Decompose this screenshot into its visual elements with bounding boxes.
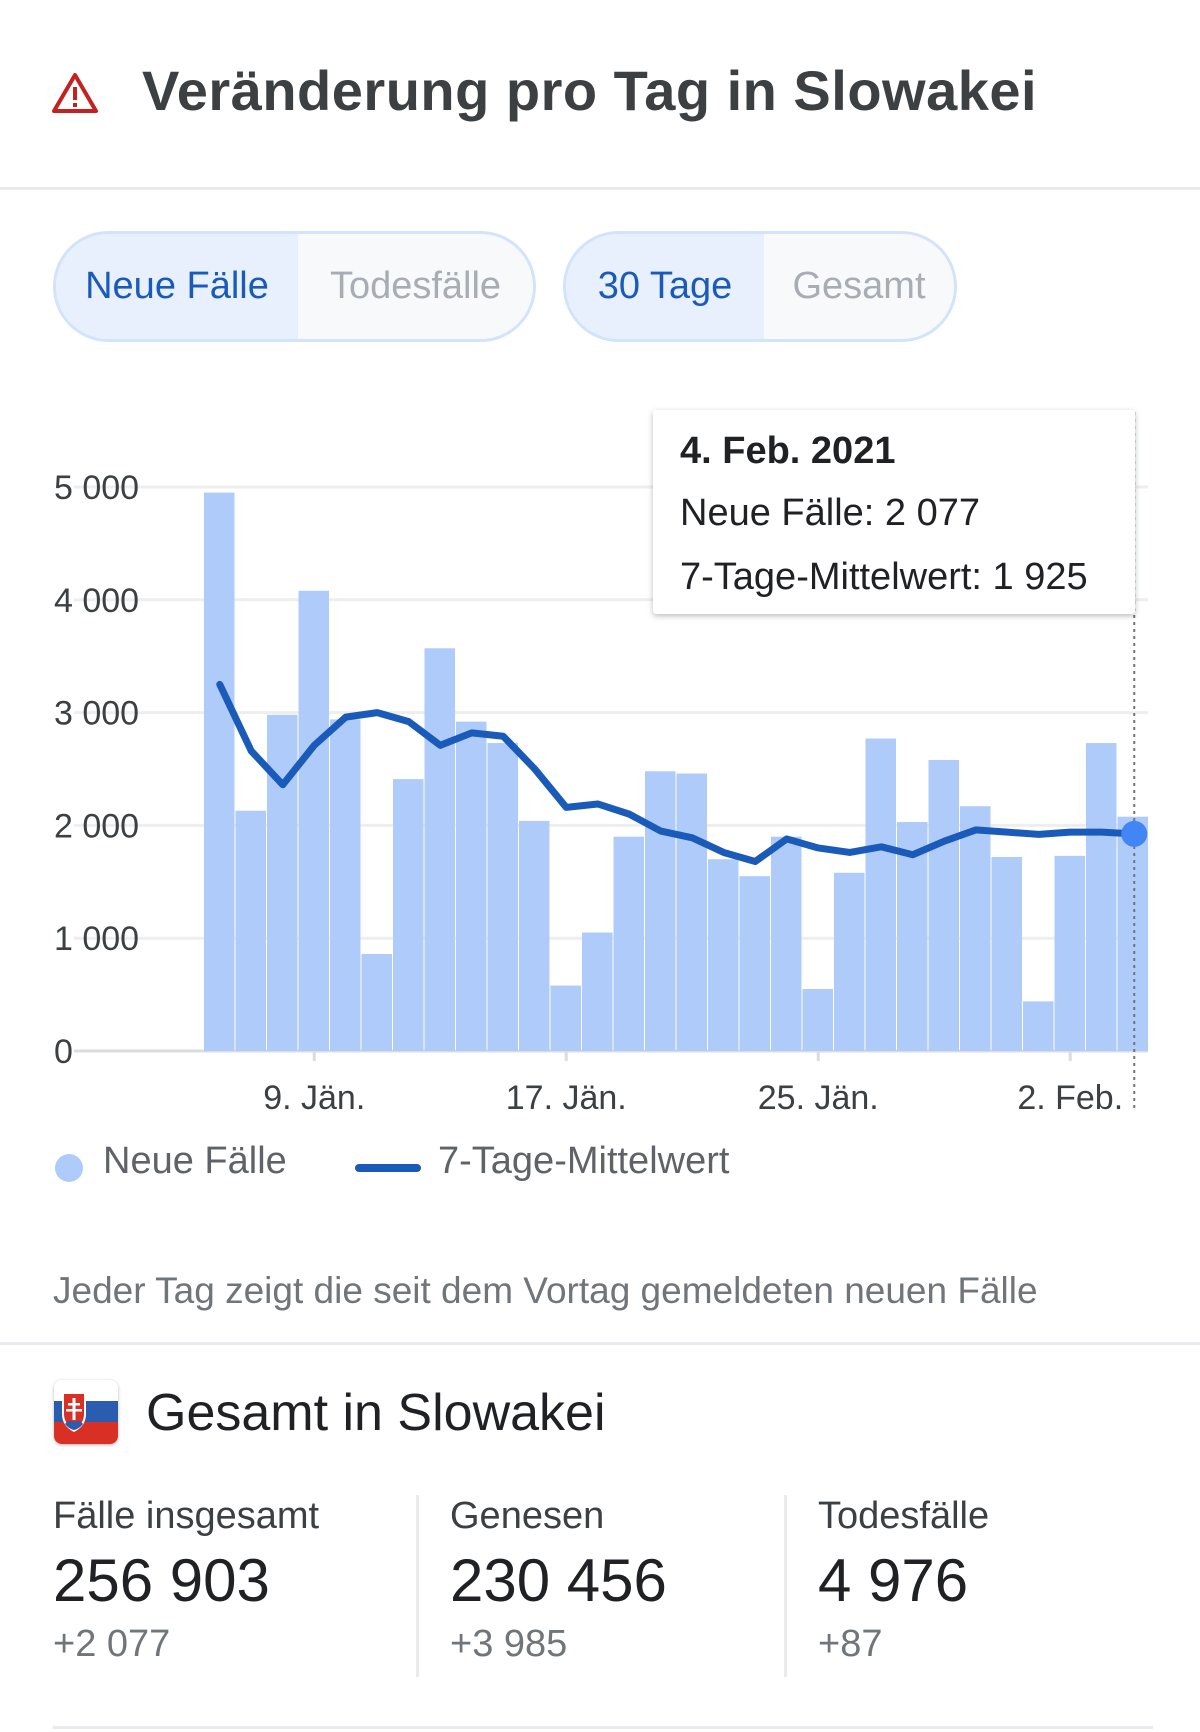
stat-delta: +2 077 (53, 1623, 171, 1665)
bottom-divider (53, 1726, 1153, 1729)
bar[interactable] (1086, 743, 1117, 1051)
stat-value: 4 976 (818, 1547, 969, 1614)
x-tick-label: 2. Feb. (1017, 1079, 1123, 1117)
range-toggle: 30 Tage Gesamt (563, 231, 957, 342)
legend-line-swatch (355, 1164, 421, 1172)
average-line-path (216, 680, 1137, 865)
stat-delta: +3 985 (450, 1623, 568, 1665)
bar[interactable] (928, 759, 960, 1051)
bar[interactable] (487, 743, 519, 1051)
stat-total-cases: Fälle insgesamt 256 903 +2 077 (53, 1495, 319, 1666)
stat-recovered: Genesen 230 456 +3 985 (450, 1495, 667, 1666)
daily-cases-chart[interactable]: 0 1 000 2 000 3 000 4 000 5 000 9. Jän. 17. Jä… (0, 400, 1200, 1120)
bar[interactable] (897, 822, 928, 1051)
bar[interactable] (708, 859, 739, 1051)
tab-neue-faelle[interactable]: Neue Fälle (56, 234, 298, 339)
stat-label: Fälle insgesamt (53, 1495, 320, 1537)
average-line (216, 680, 1148, 865)
bar[interactable] (865, 738, 897, 1051)
bar[interactable] (298, 590, 330, 1051)
bar[interactable] (204, 492, 235, 1051)
bar[interactable] (960, 806, 991, 1051)
bar[interactable] (582, 932, 613, 1051)
x-axis: 9. Jän. 17. Jän. 25. Jän. 2. Feb. (263, 412, 1136, 1117)
tooltip-date: 4. Feb. 2021 (680, 430, 896, 472)
x-tick-label: 25. Jän. (758, 1079, 879, 1117)
bar[interactable] (802, 988, 834, 1051)
chart-note: Jeder Tag zeigt die seit dem Vortag geme… (53, 1270, 1038, 1311)
y-tick-label: 5 000 (54, 469, 139, 507)
bar[interactable] (424, 648, 456, 1051)
stat-label: Genesen (450, 1495, 605, 1537)
bar[interactable] (361, 953, 393, 1051)
bar[interactable] (613, 836, 645, 1051)
bar[interactable] (519, 820, 550, 1051)
y-tick-label: 1 000 (54, 920, 139, 958)
bar[interactable] (235, 810, 267, 1051)
tab-gesamt[interactable]: Gesamt (764, 234, 954, 339)
y-tick-label: 4 000 (54, 582, 139, 620)
x-tick-label: 9. Jän. (263, 1079, 365, 1117)
y-tick-label: 2 000 (54, 807, 139, 845)
bar[interactable] (330, 719, 361, 1051)
bar[interactable] (834, 872, 865, 1051)
bar[interactable] (1054, 855, 1086, 1051)
stat-separator (784, 1495, 787, 1677)
legend-line-label: 7-Tage-Mittelwert (438, 1140, 730, 1182)
bar[interactable] (393, 779, 424, 1051)
metric-toggle: Neue Fälle Todesfälle (53, 231, 536, 342)
slovakia-flag-icon (54, 1380, 118, 1444)
bar[interactable] (991, 856, 1023, 1051)
bar[interactable] (1117, 816, 1149, 1051)
divider (0, 1342, 1200, 1345)
y-axis-labels: 0 1 000 2 000 3 000 4 000 5 000 (54, 469, 139, 1071)
bar[interactable] (645, 771, 676, 1051)
stat-value: 230 456 (450, 1547, 667, 1614)
tooltip-new-cases: Neue Fälle: 2 077 (680, 492, 980, 534)
stat-separator (416, 1495, 419, 1677)
totals-title: Gesamt in Slowakei (146, 1384, 606, 1442)
bar[interactable] (676, 773, 708, 1051)
stat-delta: +87 (818, 1623, 883, 1665)
y-tick-label: 3 000 (54, 695, 139, 733)
chart-tooltip: 4. Feb. 2021 Neue Fälle: 2 077 7-Tage-Mi… (653, 410, 1135, 614)
chart-legend: Neue Fälle 7-Tage-Mittelwert (55, 1140, 1055, 1190)
bar[interactable] (739, 876, 771, 1051)
stat-label: Todesfälle (818, 1495, 990, 1537)
header: Veränderung pro Tag in Slowakei (0, 0, 1200, 190)
bar[interactable] (456, 721, 487, 1051)
warning-triangle-icon (52, 73, 98, 113)
bars (204, 492, 1149, 1051)
bar[interactable] (771, 836, 802, 1051)
stat-deaths: Todesfälle 4 976 +87 (818, 1495, 989, 1666)
x-tick-label: 17. Jän. (506, 1079, 627, 1117)
bar[interactable] (550, 985, 582, 1051)
bar[interactable] (1023, 1001, 1054, 1051)
legend-bars-label: Neue Fälle (103, 1140, 287, 1182)
tooltip-average: 7-Tage-Mittelwert: 1 925 (680, 556, 1088, 598)
stat-value: 256 903 (53, 1547, 270, 1614)
legend-bar-swatch (55, 1154, 83, 1182)
bar[interactable] (267, 714, 298, 1051)
y-tick-label: 0 (54, 1033, 73, 1071)
hover-point (1121, 820, 1148, 847)
tab-todesfaelle[interactable]: Todesfälle (298, 234, 533, 339)
page-title: Veränderung pro Tag in Slowakei (142, 59, 1038, 122)
tab-30-tage[interactable]: 30 Tage (566, 234, 764, 339)
